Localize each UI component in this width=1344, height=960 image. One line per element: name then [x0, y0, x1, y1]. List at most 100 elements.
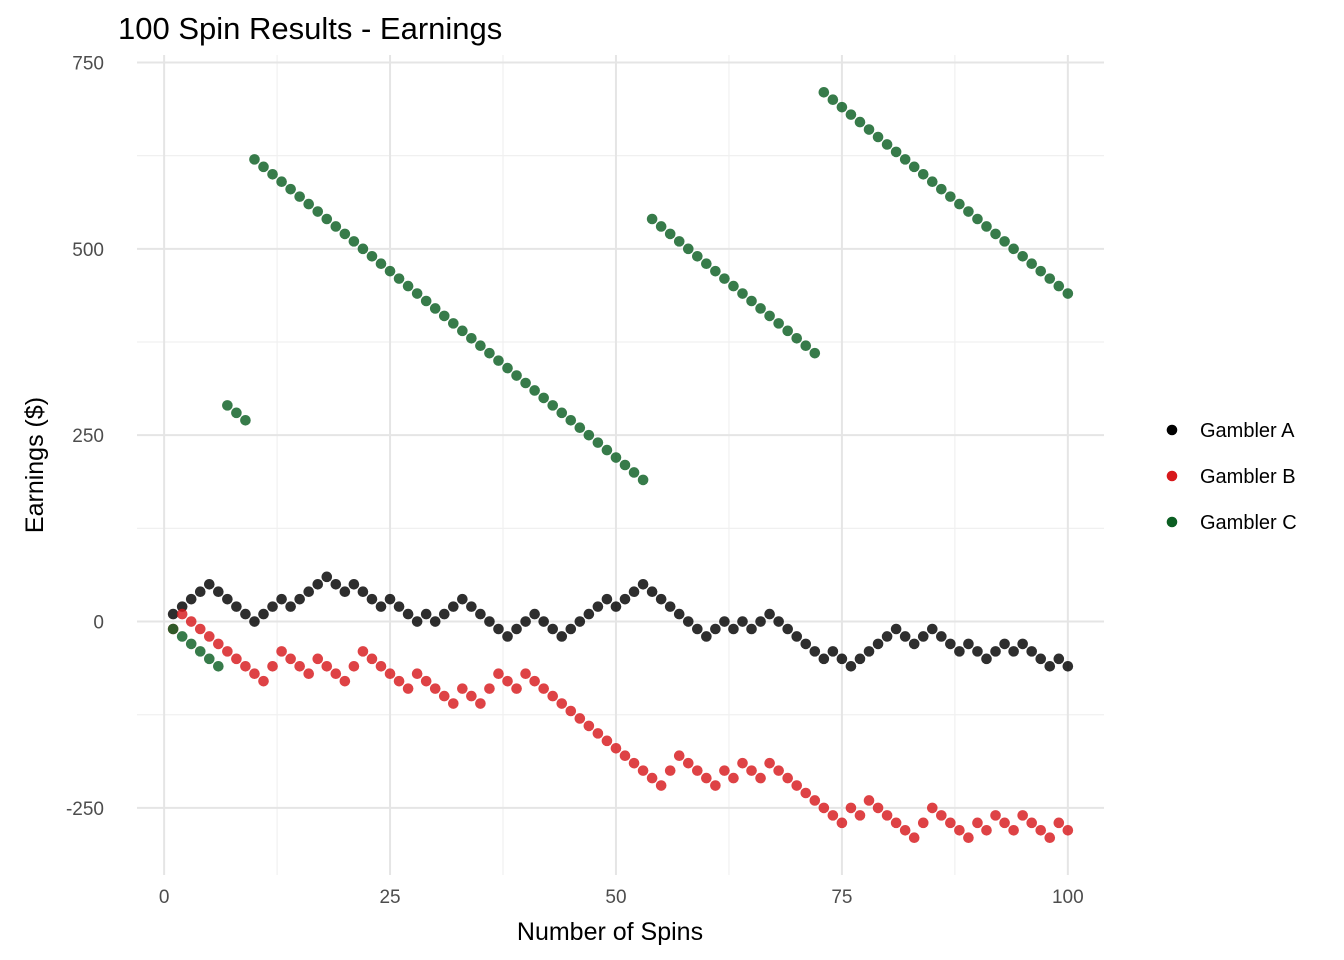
gambler-b-point: [438, 690, 450, 702]
gambler-c-point: [999, 236, 1010, 247]
gambler-c-point: [719, 273, 730, 284]
gambler-a-point: [393, 601, 405, 612]
gambler-c-point: [845, 109, 857, 120]
gambler-b-point: [348, 660, 360, 672]
gambler-c-point: [448, 318, 459, 329]
gambler-a-point: [719, 616, 730, 627]
gambler-b-point: [276, 646, 287, 657]
gambler-b-point: [809, 795, 821, 806]
gambler-b-point: [466, 690, 477, 702]
gambler-c-point: [267, 168, 278, 180]
gambler-a-point: [484, 616, 495, 627]
gambler-a-point: [890, 623, 902, 635]
gambler-b-point: [917, 817, 929, 829]
gambler-c-point: [547, 400, 559, 411]
gambler-b-point: [1062, 824, 1074, 836]
gambler-a-point: [746, 623, 757, 635]
gambler-b-point: [655, 780, 667, 791]
gambler-b-point: [854, 810, 866, 821]
gambler-c-point: [1044, 273, 1056, 284]
gambler-c-point: [945, 191, 956, 202]
gambler-c-point: [194, 646, 206, 657]
gambler-a-point: [249, 616, 260, 627]
minor-gridlines: [137, 55, 1104, 875]
gambler-b-point: [981, 824, 992, 836]
y-tick-label: 750: [72, 53, 104, 74]
gambler-a-point: [285, 601, 296, 612]
gambler-a-point: [827, 646, 839, 657]
x-tick-label: 0: [159, 887, 170, 908]
gambler-c-point: [1035, 265, 1047, 277]
gambler-c-point: [673, 236, 685, 247]
gambler-b-point: [592, 728, 604, 739]
gambler-c-point: [610, 452, 622, 463]
gambler-c-point: [1062, 288, 1074, 299]
chart-title: 100 Spin Results - Earnings: [118, 11, 502, 46]
gambler-c-point: [321, 213, 333, 225]
gambler-c-point: [872, 131, 884, 143]
gambler-a-point: [1062, 660, 1074, 672]
gambler-b-point: [303, 668, 315, 680]
gambler-a-point: [945, 638, 956, 650]
gambler-b-point: [999, 817, 1010, 829]
gambler-c-point: [429, 303, 441, 314]
gambler-a-point: [529, 608, 540, 620]
gambler-c-point: [917, 168, 929, 180]
gambler-c-point: [981, 221, 992, 232]
gambler-a-point: [429, 616, 441, 627]
gambler-a-point: [963, 638, 974, 650]
gambler-c-point: [701, 258, 712, 270]
gambler-a-point: [502, 631, 513, 642]
gambler-b-point: [411, 668, 423, 680]
gambler-c-point: [276, 176, 287, 188]
gambler-a-point: [556, 631, 568, 642]
gambler-a-point: [619, 593, 631, 605]
gambler-b-point: [692, 765, 703, 776]
gambler-c-point: [773, 318, 784, 329]
gambler-b-point: [194, 623, 206, 635]
gambler-c-point: [167, 623, 179, 635]
gambler-a-point: [863, 646, 875, 657]
gambler-b-point: [836, 817, 848, 829]
gambler-a-point: [637, 578, 649, 590]
gambler-b-point: [258, 675, 269, 687]
gambler-c-point: [692, 250, 703, 262]
gambler-c-point: [655, 221, 667, 232]
gambler-c-point: [294, 191, 305, 202]
gambler-c-point: [710, 265, 721, 277]
gambler-b-point: [1044, 832, 1056, 844]
gambler-a-point: [899, 631, 911, 642]
gambler-a-point: [1026, 646, 1038, 657]
x-tick-label: 50: [605, 887, 626, 908]
gambler-c-point: [1017, 250, 1028, 262]
gambler-c-point: [628, 467, 640, 478]
gambler-a-point: [511, 623, 522, 635]
gambler-b-point: [818, 802, 830, 814]
gambler-b-point: [719, 765, 730, 776]
gambler-b-point: [737, 757, 748, 769]
gambler-c-point: [231, 407, 242, 419]
gambler-c-point: [990, 228, 1001, 240]
gambler-a-point: [240, 608, 251, 620]
gambler-a-point: [755, 616, 766, 627]
y-tick-label: 500: [72, 240, 104, 261]
gambler-a-point: [384, 593, 396, 605]
gambler-c-point: [737, 288, 748, 299]
gambler-c-point: [366, 250, 378, 262]
gambler-a-point: [267, 601, 278, 612]
gambler-c-point: [393, 273, 405, 284]
gambler-c-point: [836, 101, 848, 113]
gambler-b-point: [746, 765, 757, 776]
gambler-c-point: [411, 288, 423, 299]
gambler-c-point: [357, 243, 369, 255]
gambler-b-point: [1053, 817, 1065, 829]
gambler-b-point: [845, 802, 857, 814]
gambler-a-point: [836, 653, 848, 665]
gambler-b-point: [926, 802, 938, 814]
gambler-a-point: [990, 646, 1001, 657]
gambler-a-point: [348, 578, 360, 590]
gambler-c-point: [637, 474, 649, 486]
gambler-c-point: [484, 347, 495, 359]
y-axis-title: Earnings ($): [21, 397, 49, 533]
